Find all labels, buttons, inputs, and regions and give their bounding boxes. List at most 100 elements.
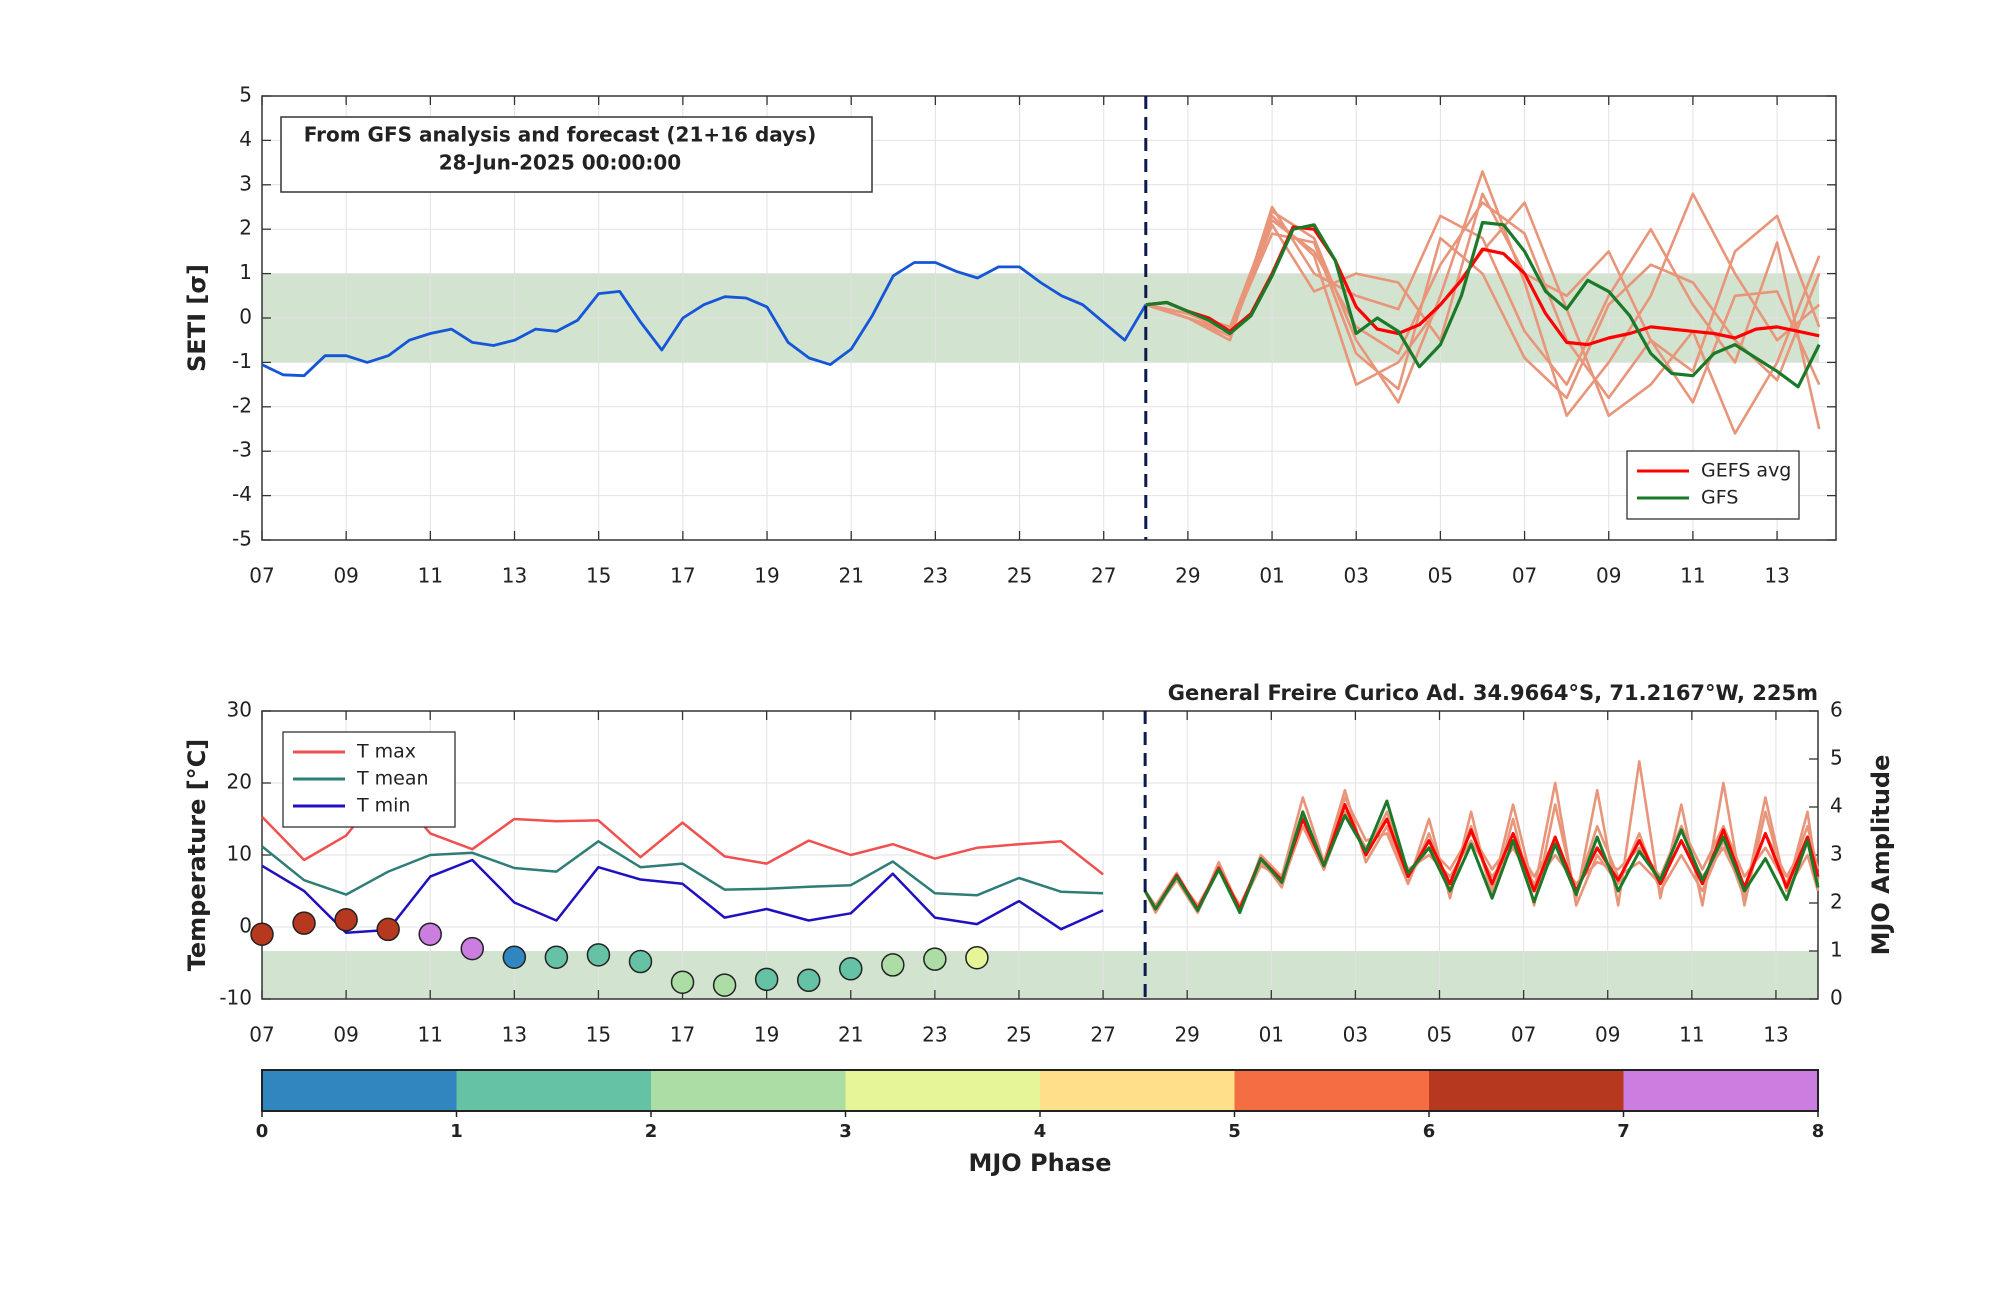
colorbar-segment bbox=[262, 1070, 457, 1111]
y-tick-label: -10 bbox=[219, 986, 252, 1010]
y-tick-label: -3 bbox=[232, 438, 252, 462]
y2-tick-label: 2 bbox=[1830, 890, 1843, 914]
colorbar-segment bbox=[1040, 1070, 1235, 1111]
x-tick-label: 13 bbox=[1763, 1023, 1788, 1047]
x-tick-label: 13 bbox=[502, 1023, 527, 1047]
x-tick-label: 17 bbox=[670, 564, 695, 588]
y-tick-label: 0 bbox=[239, 305, 252, 329]
y-tick-label: -4 bbox=[232, 482, 252, 506]
x-tick-label: 01 bbox=[1259, 564, 1284, 588]
legend-label: GFS bbox=[1701, 487, 1738, 509]
colorbar-segment bbox=[651, 1070, 846, 1111]
x-tick-label: 27 bbox=[1090, 1023, 1115, 1047]
y-tick-label: 30 bbox=[227, 698, 252, 722]
colorbar-segment bbox=[1429, 1070, 1624, 1111]
y2-tick-label: 4 bbox=[1830, 794, 1843, 818]
colorbar-tick-label: 5 bbox=[1228, 1121, 1241, 1142]
temperature-panel: 07 09 11 13 15 17 19 21 23 25 27 29 01 03 05 07 09 11 13-1… bbox=[183, 681, 1895, 1177]
annotation-box bbox=[280, 116, 873, 193]
x-tick-label: 29 bbox=[1175, 564, 1200, 588]
y2-tick-label: 5 bbox=[1830, 746, 1843, 770]
x-tick-label: 19 bbox=[754, 564, 779, 588]
legend-label: T min bbox=[356, 795, 410, 817]
annotation: 28-Jun-2025 00:00:00 bbox=[439, 151, 681, 175]
y-axis-label: SETI [σ] bbox=[183, 264, 211, 372]
y-tick-label: 4 bbox=[239, 127, 252, 151]
x-tick-label: 09 bbox=[333, 1023, 358, 1047]
x-tick-label: 09 bbox=[1595, 1023, 1620, 1047]
x-tick-label: 25 bbox=[1006, 1023, 1031, 1047]
colorbar-segment bbox=[845, 1070, 1040, 1111]
legend-label: T max bbox=[356, 741, 416, 763]
y2-tick-label: 1 bbox=[1830, 938, 1843, 962]
mjo-point bbox=[670, 970, 695, 994]
x-tick-label: 23 bbox=[922, 1023, 947, 1047]
x-tick-label: 21 bbox=[838, 1023, 863, 1047]
y-tick-label: 3 bbox=[239, 171, 252, 195]
mjo-point bbox=[418, 922, 442, 946]
y2-tick-label: 6 bbox=[1830, 698, 1843, 722]
x-tick-label: 07 bbox=[249, 564, 274, 588]
mjo-point bbox=[292, 911, 316, 935]
colorbar-tick-label: 1 bbox=[450, 1121, 463, 1142]
x-tick-label: 09 bbox=[333, 564, 358, 588]
y-axis-label: Temperature [°C] bbox=[183, 739, 211, 972]
ensemble-member bbox=[1145, 192, 1821, 404]
x-tick-label: 13 bbox=[1764, 564, 1789, 588]
y-tick-label: 5 bbox=[239, 83, 252, 107]
x-tick-label: 13 bbox=[502, 564, 527, 588]
x-tick-label: 29 bbox=[1174, 1023, 1199, 1047]
x-tick-label: 03 bbox=[1343, 1023, 1368, 1047]
y2-tick-label: 0 bbox=[1830, 986, 1843, 1010]
plot-frame bbox=[261, 710, 1819, 1000]
x-tick-label: 07 bbox=[1511, 1023, 1536, 1047]
x-tick-label: 05 bbox=[1427, 1023, 1452, 1047]
x-tick-label: 01 bbox=[1259, 1023, 1284, 1047]
series-line bbox=[261, 858, 1104, 935]
mjo-point bbox=[586, 943, 611, 967]
x-tick-label: 27 bbox=[1091, 564, 1116, 588]
y-tick-label: -1 bbox=[232, 349, 252, 373]
series-line bbox=[1145, 220, 1821, 389]
mjo-point bbox=[628, 949, 653, 974]
x-tick-label: 15 bbox=[586, 1023, 611, 1047]
colorbar-tick-label: 0 bbox=[256, 1121, 269, 1142]
normal-band bbox=[262, 951, 1818, 999]
mjo-point bbox=[460, 936, 485, 961]
seti-panel: 07 09 11 13 15 17 19 21 23 25 27 29 01 03 05 07 09 11 13-5… bbox=[183, 83, 1837, 588]
x-tick-label: 07 bbox=[249, 1023, 274, 1047]
x-tick-label: 17 bbox=[670, 1023, 695, 1047]
legend-box bbox=[1626, 450, 1800, 520]
y-tick-label: 2 bbox=[239, 216, 252, 240]
x-tick-label: 25 bbox=[1007, 564, 1032, 588]
y-tick-label: 10 bbox=[227, 842, 252, 866]
x-tick-label: 07 bbox=[1512, 564, 1537, 588]
mjo-point bbox=[881, 953, 905, 977]
x-tick-label: 15 bbox=[586, 564, 611, 588]
x-tick-label: 11 bbox=[1680, 564, 1705, 588]
x-tick-label: 05 bbox=[1428, 564, 1453, 588]
chart-title: General Freire Curico Ad. 34.9664°S, 71.… bbox=[1168, 681, 1818, 705]
legend-label: GEFS avg bbox=[1701, 460, 1791, 482]
colorbar-segment bbox=[456, 1070, 651, 1111]
y-tick-label: 0 bbox=[239, 914, 252, 938]
ensemble-member bbox=[1145, 232, 1821, 400]
x-tick-label: 11 bbox=[417, 1023, 442, 1047]
mjo-point bbox=[334, 908, 358, 932]
mjo-point bbox=[376, 917, 400, 942]
colorbar-tick-label: 7 bbox=[1617, 1121, 1630, 1142]
colorbar-tick-label: 6 bbox=[1423, 1121, 1436, 1142]
mjo-point bbox=[923, 947, 947, 971]
x-tick-label: 11 bbox=[418, 564, 443, 588]
colorbar-tick-label: 3 bbox=[839, 1121, 852, 1142]
mjo-point bbox=[796, 968, 821, 993]
x-tick-label: 03 bbox=[1343, 564, 1368, 588]
annotation: From GFS analysis and forecast (21+16 da… bbox=[304, 123, 816, 147]
series-line bbox=[261, 840, 1104, 897]
analysis-line bbox=[261, 261, 1148, 378]
x-tick-label: 19 bbox=[754, 1023, 779, 1047]
y2-tick-label: 3 bbox=[1830, 842, 1843, 866]
y-tick-label: -2 bbox=[232, 393, 252, 417]
y-tick-label: 1 bbox=[239, 260, 252, 284]
